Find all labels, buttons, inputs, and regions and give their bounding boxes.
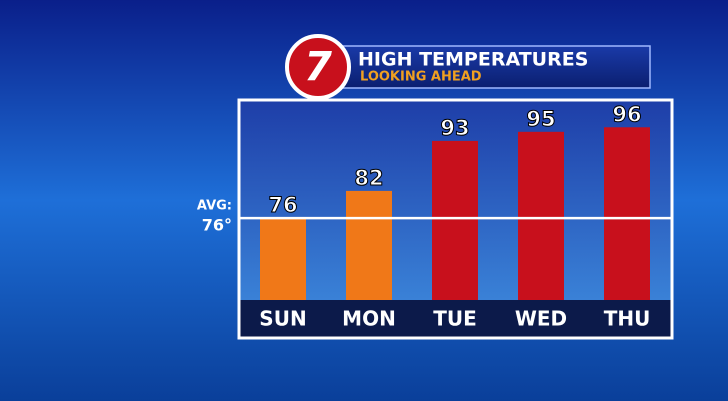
average-label: AVG:	[197, 199, 232, 214]
x-tick-label: TUE	[433, 307, 477, 331]
chart-title: HIGH TEMPERATURES	[358, 49, 588, 71]
bar	[518, 131, 564, 300]
logo	[285, 34, 351, 100]
chart-subtitle: LOOKING AHEAD	[360, 70, 482, 85]
x-tick-label: THU	[604, 307, 651, 331]
value-label: 95	[526, 107, 555, 131]
average-value-label: 76°	[202, 216, 232, 235]
value-label: 76	[268, 193, 297, 217]
category-band	[240, 300, 671, 337]
title-banner	[337, 45, 651, 89]
x-tick-label: MON	[342, 307, 396, 331]
bar	[432, 140, 478, 300]
value-label: 93	[440, 116, 469, 140]
bar	[346, 190, 392, 300]
value-label: 82	[354, 166, 383, 190]
value-label: 96	[612, 102, 641, 126]
x-tick-label: SUN	[259, 307, 306, 331]
x-tick-label: WED	[515, 307, 567, 331]
bar	[260, 218, 306, 300]
logo-text: 7	[304, 44, 332, 90]
bar	[604, 127, 650, 300]
